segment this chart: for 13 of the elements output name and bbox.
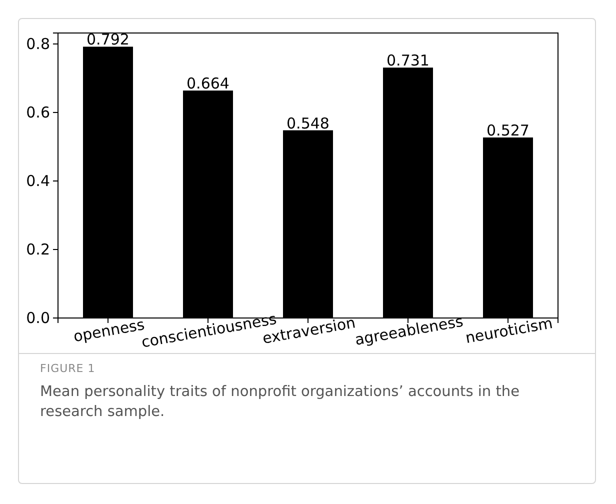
y-tick-label: 0.2 xyxy=(26,240,50,258)
data-label: 0.548 xyxy=(286,114,330,132)
data-label: 0.527 xyxy=(486,121,530,140)
data-label: 0.792 xyxy=(86,30,130,49)
y-tick-label: 0.6 xyxy=(26,103,50,122)
y-tick-label: 0.4 xyxy=(26,172,50,190)
y-tick-label: 0.0 xyxy=(26,308,50,327)
data-label: 0.664 xyxy=(186,74,230,93)
data-label: 0.731 xyxy=(386,52,430,70)
x-tick-label: neuroticism xyxy=(464,314,554,348)
caption: FIGURE 1 xyxy=(40,362,96,375)
y-tick-label: 0.8 xyxy=(26,34,50,53)
text: Mean personality traits of nonprofit organizations’ accounts in the research sample. xyxy=(40,383,521,422)
